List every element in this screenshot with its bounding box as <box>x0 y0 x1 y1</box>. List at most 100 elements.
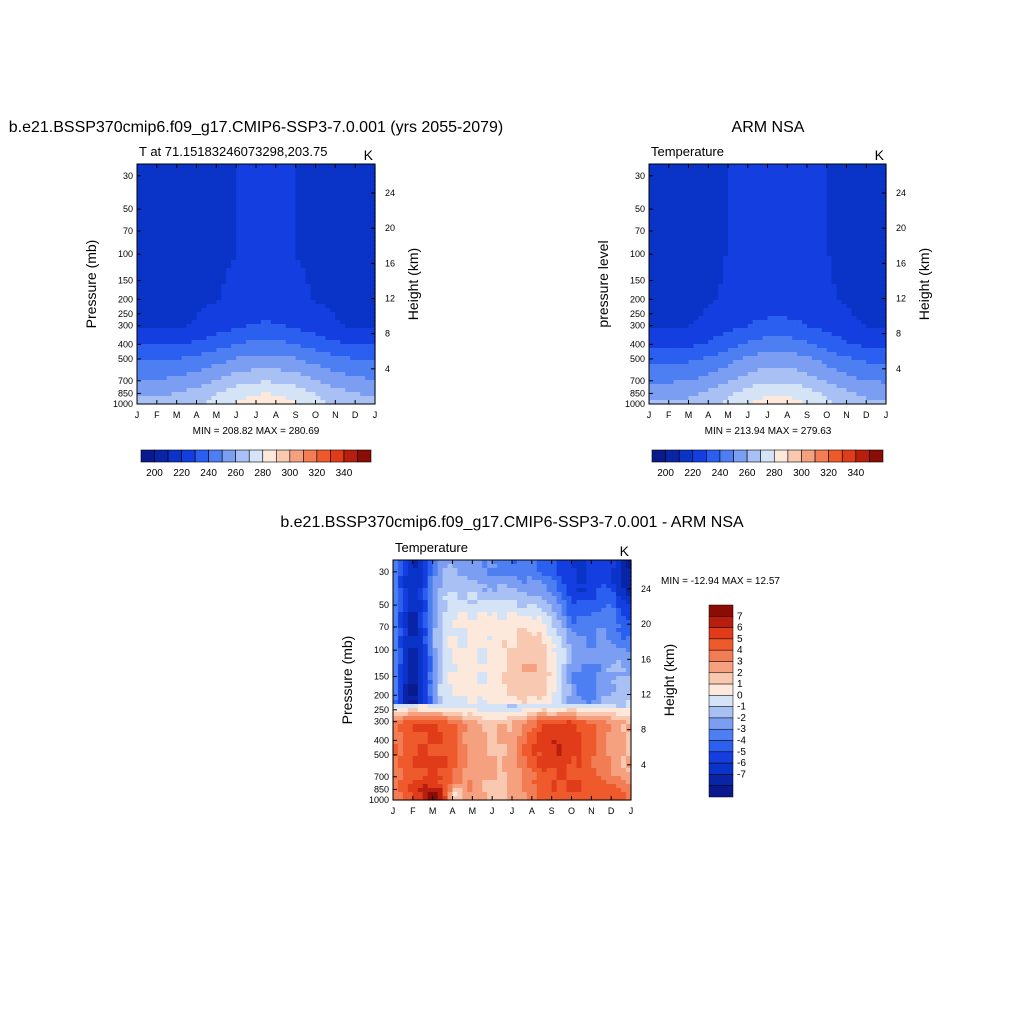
contour-cell <box>370 380 376 385</box>
contour-cell <box>166 212 173 217</box>
contour-cell <box>305 176 312 181</box>
contour-cell <box>231 292 237 297</box>
contour-cell <box>653 200 660 205</box>
contour-cell <box>161 392 168 397</box>
contour-cell <box>310 208 317 213</box>
contour-cell <box>340 288 346 293</box>
contour-cell <box>762 400 769 405</box>
contour-cell <box>171 224 178 229</box>
contour-cell <box>231 276 237 281</box>
contour-cell <box>757 388 764 393</box>
contour-cell <box>767 268 774 273</box>
contour-cell <box>737 196 744 201</box>
contour-cell <box>151 256 158 261</box>
contour-cell <box>216 216 222 221</box>
contour-cell <box>206 348 212 353</box>
contour-cell <box>156 332 163 337</box>
contour-cell <box>325 348 331 353</box>
contour-cell <box>718 252 724 257</box>
contour-cell <box>221 256 227 261</box>
contour-cell <box>718 380 724 385</box>
contour-cell <box>728 188 734 193</box>
contour-cell <box>782 336 788 341</box>
contour-cell <box>345 192 351 197</box>
contour-cell <box>752 380 759 385</box>
contour-cell <box>355 228 361 233</box>
contour-cell <box>752 324 759 329</box>
colorbar-swatch <box>316 449 331 463</box>
contour-cell <box>772 220 778 225</box>
contour-cell <box>241 360 247 365</box>
contour-cell <box>787 384 793 389</box>
contour-cell <box>330 200 336 205</box>
contour-cell <box>191 264 198 269</box>
contour-cell <box>196 372 203 377</box>
contour-cell <box>732 368 739 373</box>
contour-cell <box>231 296 237 301</box>
contour-cell <box>176 192 183 197</box>
contour-cell <box>713 288 719 293</box>
contour-cell <box>649 328 655 333</box>
contour-cell <box>703 268 709 273</box>
contour-cell <box>365 300 371 305</box>
contour-cell <box>201 284 208 289</box>
contour-cell <box>280 256 287 261</box>
contour-cell <box>201 260 208 265</box>
contour-cell <box>241 220 247 225</box>
y-tick-label: 400 <box>118 339 133 349</box>
contour-cell <box>668 400 675 405</box>
contour-cell <box>757 188 764 193</box>
contour-cell <box>280 252 287 257</box>
contour-cell <box>732 284 739 289</box>
contour-cell <box>658 244 665 249</box>
contour-cell <box>290 248 297 253</box>
contour-cell <box>752 188 759 193</box>
contour-cell <box>723 380 729 385</box>
contour-cell <box>732 228 739 233</box>
contour-cell <box>688 204 695 209</box>
contour-cell <box>221 244 227 249</box>
contour-cell <box>265 332 272 337</box>
contour-cell <box>161 212 168 217</box>
contour-cell <box>663 252 670 257</box>
contour-cell <box>260 264 267 269</box>
contour-cell <box>355 232 361 237</box>
contour-cell <box>246 172 252 177</box>
contour-cell <box>713 208 719 213</box>
contour-cell <box>732 300 739 305</box>
contour-cell <box>186 204 193 209</box>
contour-cell <box>256 264 262 269</box>
contour-cell <box>305 212 312 217</box>
contour-cell <box>280 288 287 293</box>
contour-cell <box>663 344 670 349</box>
contour-cell <box>181 196 188 201</box>
contour-cell <box>275 220 282 225</box>
contour-cell <box>186 240 193 245</box>
contour-cell <box>325 388 331 393</box>
contour-cell <box>698 316 704 321</box>
contour-cell <box>246 344 252 349</box>
contour-cell <box>345 356 351 361</box>
contour-cell <box>772 344 778 349</box>
contour-cell <box>649 228 655 233</box>
contour-cell <box>246 240 252 245</box>
contour-cell <box>161 324 168 329</box>
contour-cell <box>320 268 327 273</box>
contour-cell <box>360 340 366 345</box>
contour-cell <box>315 276 322 281</box>
contour-cell <box>767 324 774 329</box>
contour-cell <box>747 296 754 301</box>
contour-cell <box>137 376 143 381</box>
contour-cell <box>137 220 143 225</box>
contour-cell <box>693 236 699 241</box>
contour-cell <box>737 384 744 389</box>
contour-cell <box>708 380 714 385</box>
contour-cell <box>325 320 331 325</box>
contour-cell <box>146 348 153 353</box>
contour-cell <box>335 184 341 189</box>
contour-cell <box>211 220 217 225</box>
contour-cell <box>787 368 793 373</box>
contour-cell <box>186 296 193 301</box>
contour-cell <box>658 208 665 213</box>
contour-cell <box>325 304 331 309</box>
